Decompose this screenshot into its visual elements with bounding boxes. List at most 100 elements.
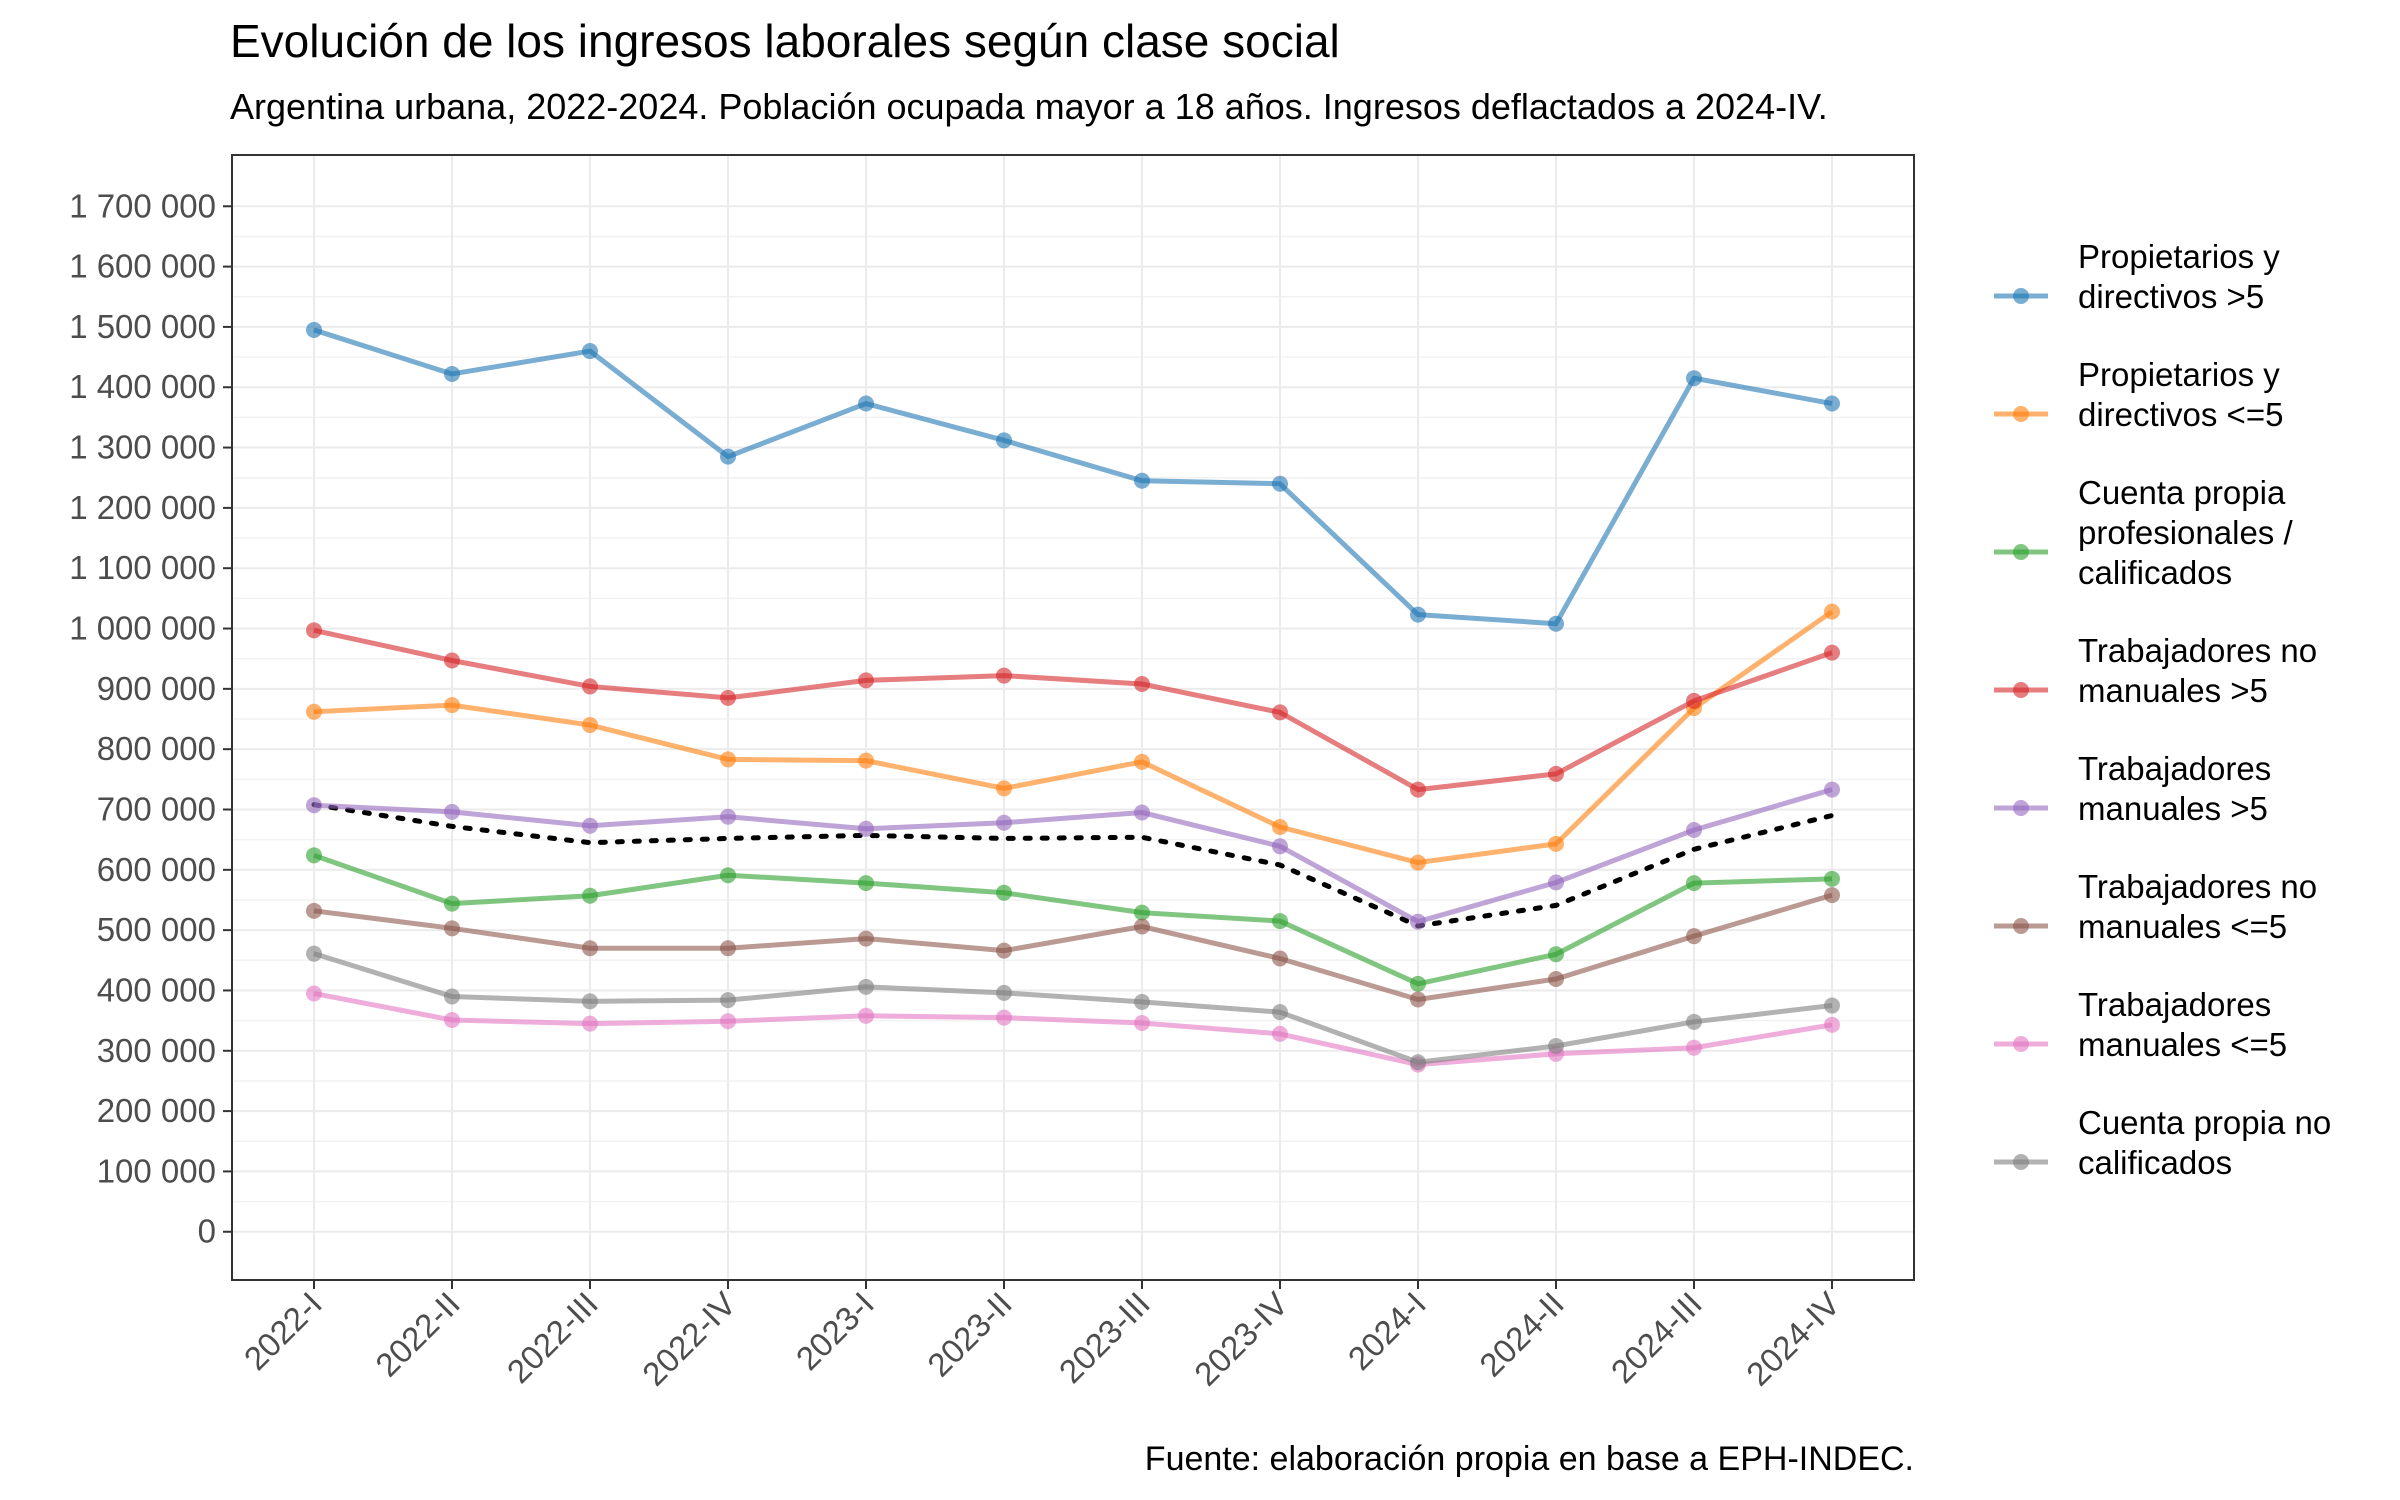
data-point (858, 1007, 874, 1024)
legend-label: manuales <=5 (2078, 908, 2287, 945)
data-point (1686, 1039, 1702, 1056)
legend-label: calificados (2078, 1144, 2232, 1181)
legend-key-point (2013, 1154, 2029, 1170)
x-tick-label: 2022-IV (635, 1285, 743, 1393)
series-2 (306, 603, 1840, 871)
series-line (313, 609, 1834, 866)
data-point (1548, 970, 1564, 987)
legend-key-point (2013, 544, 2029, 560)
data-point (306, 622, 322, 639)
data-point (996, 667, 1012, 684)
data-point (582, 678, 598, 695)
legend-label: directivos <=5 (2078, 396, 2283, 433)
data-point (996, 432, 1012, 449)
series-5 (306, 781, 1840, 930)
legend-key-point (2013, 682, 2029, 698)
data-point (1410, 913, 1426, 930)
series-3 (306, 847, 1840, 992)
chart-caption: Fuente: elaboración propia en base a EPH… (1144, 1440, 1914, 1478)
data-point (720, 751, 736, 768)
y-tick-label: 1 300 000 (69, 429, 216, 466)
data-point (1134, 993, 1150, 1010)
data-point (1410, 854, 1426, 871)
x-tick-label: 2023-III (1052, 1285, 1157, 1390)
data-point (1272, 1004, 1288, 1021)
data-point (1548, 874, 1564, 891)
series-line (313, 951, 1833, 1065)
plot-panel (232, 155, 1914, 1280)
data-point (306, 985, 322, 1002)
data-point (444, 895, 460, 912)
data-point (444, 920, 460, 937)
data-point (858, 752, 874, 769)
legend-key-point (2013, 406, 2029, 422)
data-point (444, 697, 460, 714)
data-point (1134, 676, 1150, 693)
data-point (1134, 904, 1150, 921)
data-point (996, 884, 1012, 901)
data-point (444, 365, 460, 382)
legend-key-point (2013, 1036, 2029, 1052)
data-point (1548, 765, 1564, 782)
x-tick-label: 2022-I (237, 1285, 329, 1377)
data-point (858, 930, 874, 947)
data-point (720, 808, 736, 825)
data-point (1548, 1037, 1564, 1054)
data-point (1134, 472, 1150, 489)
data-point (1824, 870, 1840, 887)
y-tick-label: 1 400 000 (69, 368, 216, 405)
series-8 (306, 945, 1840, 1071)
x-tick-label: 2024-II (1472, 1285, 1571, 1384)
y-tick-label: 1 700 000 (69, 187, 216, 224)
data-point (1548, 946, 1564, 963)
x-tick-label: 2024-I (1341, 1285, 1433, 1377)
data-point (996, 780, 1012, 797)
y-tick-label: 1 600 000 (69, 248, 216, 285)
y-tick-label: 1 500 000 (69, 308, 216, 345)
legend-key-point (2013, 918, 2029, 934)
y-tick-label: 100 000 (97, 1152, 216, 1189)
data-point (1134, 1015, 1150, 1032)
data-point (1410, 975, 1426, 992)
data-point (1410, 991, 1426, 1008)
x-tick-label: 2023-IV (1187, 1285, 1295, 1393)
legend-label: profesionales / (2078, 514, 2293, 551)
legend-label: Trabajadores no (2078, 632, 2317, 669)
legend-label: Propietarios y (2078, 238, 2280, 275)
data-point (306, 945, 322, 962)
data-point (1686, 875, 1702, 892)
x-tick-label: 2022-II (368, 1285, 467, 1384)
legend-label: Trabajadores (2078, 750, 2271, 787)
data-point (1410, 606, 1426, 623)
series-7 (306, 985, 1840, 1073)
series-6 (306, 887, 1840, 1008)
data-point (1824, 395, 1840, 412)
data-point (720, 689, 736, 706)
series-line (313, 852, 1833, 987)
y-tick-label: 0 (198, 1213, 216, 1250)
series-line (313, 991, 1833, 1068)
data-point (1824, 603, 1840, 620)
data-point (1272, 913, 1288, 930)
chart-title: Evolución de los ingresos laborales segú… (230, 15, 1340, 67)
legend-label: directivos >5 (2078, 278, 2264, 315)
y-tick-label: 600 000 (97, 851, 216, 888)
data-point (444, 652, 460, 669)
data-point (858, 672, 874, 689)
data-point (1686, 370, 1702, 387)
chart-subtitle: Argentina urbana, 2022-2024. Población o… (230, 86, 1828, 127)
legend-label: manuales <=5 (2078, 1026, 2287, 1063)
y-tick-label: 900 000 (97, 670, 216, 707)
data-point (582, 993, 598, 1010)
legend-label: Cuenta propia no (2078, 1104, 2331, 1141)
legend-label: Cuenta propia (2078, 474, 2286, 511)
data-point (1824, 644, 1840, 661)
legend-key-point (2013, 288, 2029, 304)
data-point (720, 867, 736, 884)
